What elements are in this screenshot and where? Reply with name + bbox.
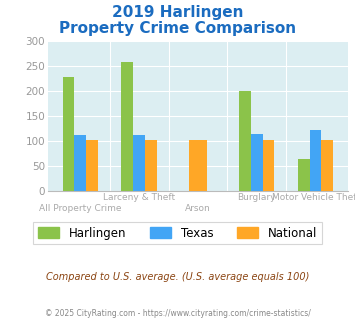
Text: Arson: Arson bbox=[185, 204, 211, 213]
Bar bbox=[239, 91, 251, 191]
Bar bbox=[75, 135, 86, 191]
Text: Larceny & Theft: Larceny & Theft bbox=[103, 193, 175, 202]
Bar bbox=[145, 140, 157, 191]
Text: Property Crime Comparison: Property Crime Comparison bbox=[59, 21, 296, 36]
Text: Compared to U.S. average. (U.S. average equals 100): Compared to U.S. average. (U.S. average … bbox=[46, 272, 309, 282]
Text: © 2025 CityRating.com - https://www.cityrating.com/crime-statistics/: © 2025 CityRating.com - https://www.city… bbox=[45, 309, 310, 317]
Legend: Harlingen, Texas, National: Harlingen, Texas, National bbox=[33, 222, 322, 245]
Text: Burglary: Burglary bbox=[237, 193, 276, 202]
Bar bbox=[251, 134, 263, 191]
Bar bbox=[121, 62, 133, 191]
Bar bbox=[321, 140, 333, 191]
Bar bbox=[298, 159, 310, 191]
Bar bbox=[86, 140, 98, 191]
Text: All Property Crime: All Property Crime bbox=[39, 204, 121, 213]
Bar bbox=[263, 140, 274, 191]
Bar bbox=[189, 140, 207, 191]
Text: 2019 Harlingen: 2019 Harlingen bbox=[112, 5, 243, 20]
Bar bbox=[62, 77, 75, 191]
Bar bbox=[310, 130, 321, 191]
Text: Motor Vehicle Theft: Motor Vehicle Theft bbox=[272, 193, 355, 202]
Bar bbox=[133, 135, 145, 191]
